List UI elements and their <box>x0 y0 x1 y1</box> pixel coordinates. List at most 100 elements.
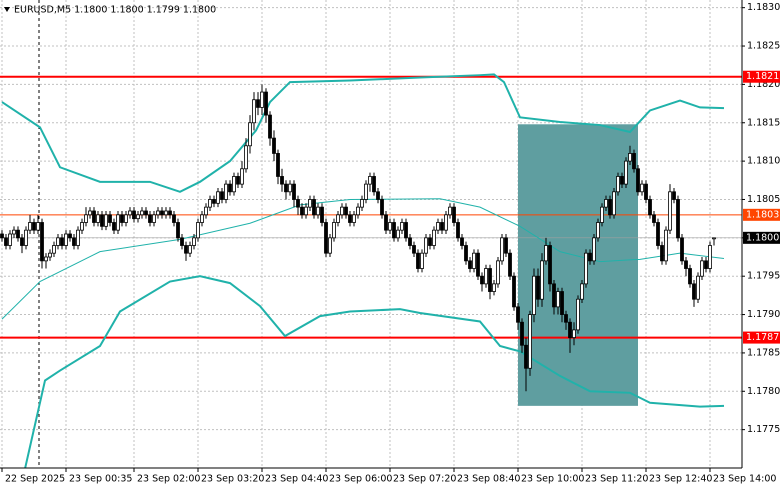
bollinger-band <box>1 73 725 193</box>
candle-body <box>212 199 216 204</box>
candle-body <box>304 206 308 216</box>
candle-body <box>128 210 132 216</box>
candle-body <box>80 222 84 231</box>
candle-body <box>708 245 712 269</box>
candle-body <box>608 199 612 216</box>
x-tick-label: 23 Sep 14:00 <box>713 474 776 485</box>
candle-body <box>536 275 540 300</box>
candle-body <box>528 314 532 369</box>
candle-body <box>540 260 544 300</box>
candle-body <box>52 245 56 254</box>
candle-body <box>408 237 412 246</box>
candle-body <box>616 176 620 193</box>
candle-body <box>672 191 676 200</box>
candle-body <box>352 214 356 223</box>
price-box-label: 1.1821 <box>746 71 779 82</box>
candle-body <box>432 229 436 246</box>
price-box-label: 1.1800 <box>746 232 779 243</box>
candle-body <box>420 252 424 269</box>
candle-body <box>564 314 568 323</box>
candle-body <box>296 199 300 208</box>
candle-body <box>428 237 432 246</box>
candle-body <box>120 214 124 223</box>
candle-body <box>572 329 576 338</box>
candle-body <box>364 183 368 200</box>
candle-body <box>16 229 20 239</box>
candle-body <box>4 237 8 246</box>
candle-body <box>232 176 236 193</box>
y-tick-label: 1.1830 <box>747 2 780 13</box>
chart-title: EURUSD,M5 1.1800 1.1800 1.1799 1.1800 <box>14 5 216 16</box>
candle-body <box>496 260 500 285</box>
candle-body <box>132 210 136 220</box>
candle-body <box>32 222 36 231</box>
candle-body <box>576 298 580 331</box>
plot-area <box>0 0 742 468</box>
y-tick-label: 1.1825 <box>747 41 780 52</box>
candle-body <box>20 237 24 246</box>
candle-body <box>312 199 316 216</box>
candle-body <box>500 237 504 262</box>
candle-body <box>472 252 476 269</box>
candle-body <box>200 214 204 223</box>
candle-body <box>100 214 104 227</box>
candle-body <box>252 99 256 124</box>
candle-body <box>452 206 456 223</box>
x-tick-label: 22 Sep 2025 <box>5 474 65 485</box>
candle-body <box>412 245 416 254</box>
candle-body <box>108 214 112 223</box>
candle-body <box>376 191 380 200</box>
candle-body <box>612 191 616 216</box>
candle-body <box>300 206 304 216</box>
candle-body <box>604 199 608 208</box>
x-tick-label: 23 Sep 10:00 <box>521 474 584 485</box>
candle-body <box>476 252 480 277</box>
x-tick-label: 23 Sep 07:20 <box>393 474 456 485</box>
candle-body <box>224 183 228 200</box>
price-box-label: 1.1787 <box>746 332 779 343</box>
menu-arrow[interactable] <box>4 7 10 12</box>
candle-body <box>156 210 160 216</box>
candle-body <box>392 222 396 239</box>
candle-body <box>560 291 564 315</box>
candle-body <box>520 321 524 346</box>
candle-body <box>184 245 188 254</box>
candle-body <box>552 283 556 308</box>
candle-body <box>336 214 340 223</box>
candle-body <box>648 199 652 216</box>
candle-body <box>208 199 212 208</box>
candle-body <box>84 214 88 223</box>
candle-body <box>644 183 648 200</box>
candle-body <box>404 222 408 239</box>
candle-body <box>192 237 196 246</box>
candle-body <box>600 206 604 223</box>
candle-body <box>320 206 324 223</box>
candle-body <box>640 183 644 193</box>
x-tick-label: 23 Sep 04:40 <box>265 474 328 485</box>
candle-body <box>64 233 68 246</box>
candle-body <box>416 252 420 269</box>
candle-body <box>44 256 48 262</box>
candle-body <box>256 99 260 108</box>
candle-body <box>492 283 496 292</box>
x-tick-label: 23 Sep 00:35 <box>69 474 132 485</box>
candle-body <box>524 344 528 369</box>
candle-body <box>136 214 140 220</box>
candle-body <box>548 245 552 285</box>
candle-body <box>292 183 296 200</box>
price-box <box>743 70 780 83</box>
candle-body <box>440 222 444 231</box>
x-tick-label: 23 Sep 08:40 <box>457 474 520 485</box>
y-tick-label: 1.1810 <box>747 156 780 167</box>
candle-body <box>160 210 164 216</box>
candle-body <box>700 260 704 277</box>
candle-body <box>568 321 572 338</box>
candle-body <box>220 191 224 200</box>
candle-body <box>176 222 180 239</box>
candle-body <box>504 237 508 254</box>
candle-body <box>628 153 632 162</box>
candle-body <box>676 199 680 239</box>
x-tick-label: 23 Sep 06:00 <box>329 474 392 485</box>
candle-body <box>28 222 32 231</box>
